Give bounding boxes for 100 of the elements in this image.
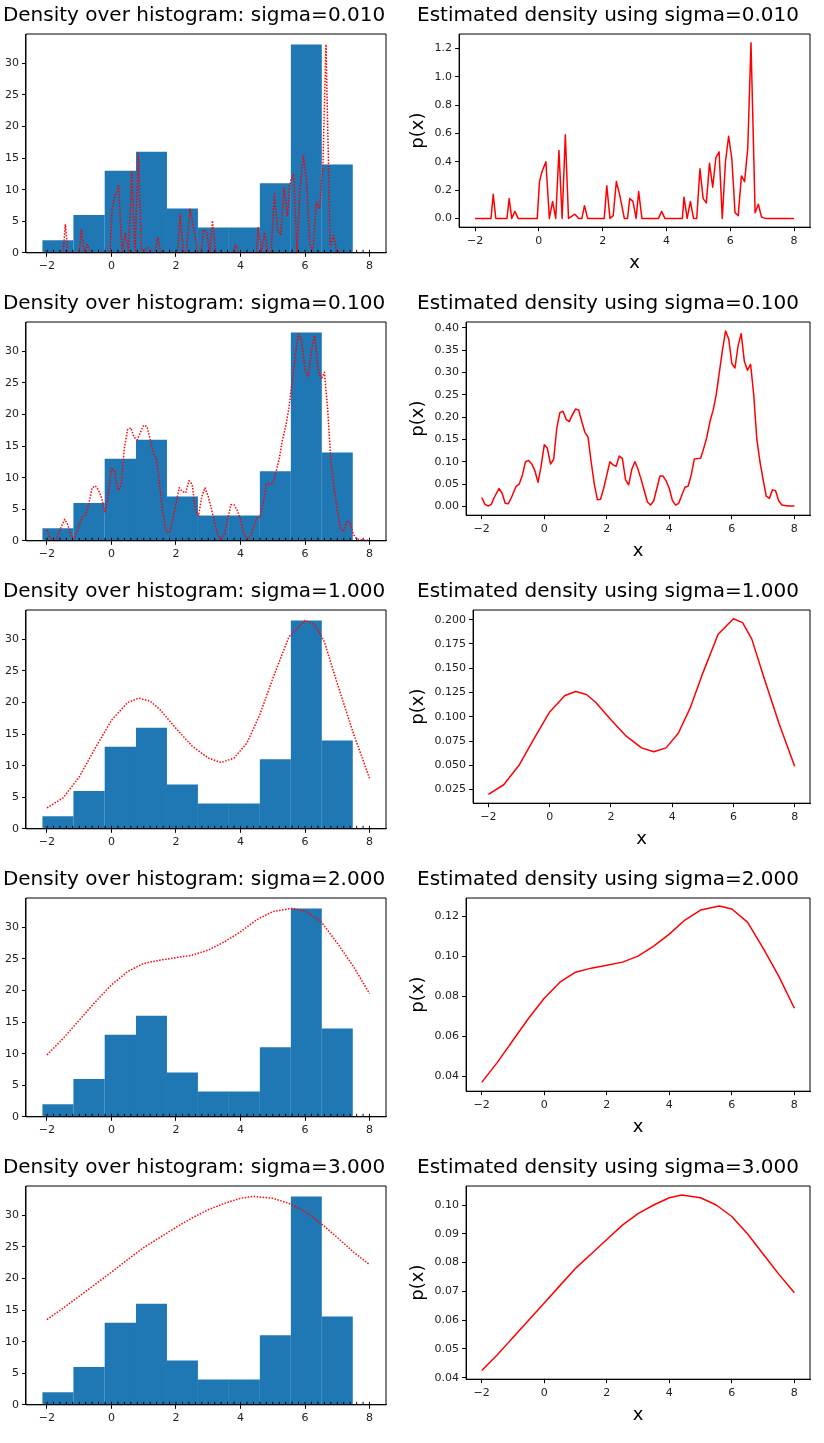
y-tick-label: 0.4 xyxy=(434,154,453,168)
y-tick-label: 25 xyxy=(5,663,19,677)
y-tick-label: 20 xyxy=(5,983,19,997)
chart-title: Estimated density using sigma=0.010 xyxy=(417,2,799,27)
x-tick-label: 2 xyxy=(603,1097,611,1111)
y-tick-label: 30 xyxy=(5,344,19,358)
x-tick-label: 4 xyxy=(237,835,245,849)
y-tick-label: 0 xyxy=(12,533,19,547)
y-tick-label: 0.100 xyxy=(434,709,467,723)
y-tick-label: 0.25 xyxy=(434,387,460,401)
chart-title: Density over histogram: sigma=3.000 xyxy=(2,1154,386,1179)
x-tick-label: −2 xyxy=(473,1385,490,1399)
chart-title: Estimated density using sigma=2.000 xyxy=(417,866,799,891)
x-tick-label: 4 xyxy=(237,259,245,273)
x-axis-title: x xyxy=(632,1114,644,1136)
y-tick-label: 30 xyxy=(5,632,19,646)
y-axis-title: p(x) xyxy=(406,400,428,437)
x-tick-label: 2 xyxy=(172,547,180,561)
y-tick-label: 0.10 xyxy=(434,1197,460,1211)
x-tick-label: −2 xyxy=(480,809,497,823)
x-tick-label: 2 xyxy=(172,259,180,273)
y-tick-label: 0 xyxy=(12,821,19,835)
chart-title: Estimated density using sigma=0.100 xyxy=(417,290,799,315)
y-tick-label: 0.35 xyxy=(434,342,460,356)
y-tick-label: 30 xyxy=(5,920,19,934)
x-tick-label: 2 xyxy=(607,809,615,823)
y-tick-label: 20 xyxy=(5,407,19,421)
x-tick-label: 8 xyxy=(790,233,798,247)
y-tick-label: 0.05 xyxy=(434,476,460,490)
y-tick-label: 20 xyxy=(5,695,19,709)
x-tick-label: 8 xyxy=(366,1123,374,1137)
y-tick-label: 10 xyxy=(5,1046,19,1060)
y-tick-label: 0.2 xyxy=(434,182,453,196)
x-tick-label: 6 xyxy=(301,835,309,849)
x-tick-label: 8 xyxy=(366,547,374,561)
y-axis-title: p(x) xyxy=(406,1264,428,1301)
x-tick-label: 4 xyxy=(237,547,245,561)
x-tick-label: 8 xyxy=(790,1385,798,1399)
x-tick-label: 2 xyxy=(172,835,180,849)
x-tick-label: −2 xyxy=(38,1123,56,1137)
y-tick-label: 0.12 xyxy=(434,908,460,922)
x-tick-label: 6 xyxy=(301,259,309,273)
x-tick-label: 0 xyxy=(107,1123,115,1137)
y-tick-label: 15 xyxy=(5,1014,19,1028)
y-tick-label: 0.10 xyxy=(434,454,460,468)
x-tick-label: 4 xyxy=(665,521,673,535)
x-tick-label: 2 xyxy=(603,521,611,535)
y-tick-label: 20 xyxy=(5,1271,19,1285)
x-tick-label: −2 xyxy=(38,835,56,849)
x-axis-title: x xyxy=(636,826,648,848)
x-tick-label: 4 xyxy=(662,233,670,247)
y-tick-label: 5 xyxy=(12,1366,19,1380)
x-tick-label: 8 xyxy=(790,521,798,535)
x-tick-label: 0 xyxy=(546,809,554,823)
x-tick-label: 0 xyxy=(540,521,548,535)
y-tick-label: 0.200 xyxy=(434,612,467,626)
y-tick-label: 0.30 xyxy=(434,365,460,379)
y-tick-label: 0.06 xyxy=(434,1313,460,1327)
y-tick-label: 10 xyxy=(5,1334,19,1348)
y-tick-label: 0.20 xyxy=(434,409,460,423)
y-tick-label: 15 xyxy=(5,438,19,452)
x-tick-label: −2 xyxy=(38,547,56,561)
y-tick-label: 0.04 xyxy=(434,1370,460,1384)
y-tick-label: 0.125 xyxy=(434,685,467,699)
y-tick-label: 15 xyxy=(5,1302,19,1316)
y-tick-label: 0.8 xyxy=(434,97,453,111)
chart-title: Density over histogram: sigma=1.000 xyxy=(2,578,386,603)
y-tick-label: 0.175 xyxy=(434,636,467,650)
x-tick-label: 2 xyxy=(172,1123,180,1137)
y-tick-label: 10 xyxy=(5,470,19,484)
y-tick-label: 1.0 xyxy=(434,69,453,83)
y-tick-label: 0.04 xyxy=(434,1069,460,1083)
y-tick-label: 0.10 xyxy=(434,948,460,962)
x-tick-label: 2 xyxy=(603,1385,611,1399)
y-tick-label: 10 xyxy=(5,182,19,196)
y-tick-label: 0.05 xyxy=(434,1341,460,1355)
x-tick-label: 0 xyxy=(540,1097,548,1111)
x-tick-label: 8 xyxy=(791,809,799,823)
y-tick-label: 0.15 xyxy=(434,432,460,446)
x-tick-label: 8 xyxy=(366,835,374,849)
x-axis-title: x xyxy=(629,250,641,272)
x-tick-label: 4 xyxy=(237,1123,245,1137)
x-tick-label: 6 xyxy=(301,547,309,561)
x-tick-label: 2 xyxy=(172,1411,180,1425)
y-tick-label: 5 xyxy=(12,502,19,516)
x-axis-title: x xyxy=(632,1402,644,1424)
y-tick-label: 0 xyxy=(12,1397,19,1411)
chart-title: Estimated density using sigma=1.000 xyxy=(417,578,799,603)
x-tick-label: 4 xyxy=(237,1411,245,1425)
x-tick-label: 6 xyxy=(301,1123,309,1137)
x-tick-label: 0 xyxy=(107,835,115,849)
x-tick-label: 8 xyxy=(790,1097,798,1111)
x-tick-label: −2 xyxy=(38,259,56,273)
x-tick-label: 8 xyxy=(366,1411,374,1425)
y-tick-label: 0 xyxy=(12,245,19,259)
y-tick-label: 0.6 xyxy=(434,126,453,140)
x-tick-label: 6 xyxy=(729,809,737,823)
y-tick-label: 0.050 xyxy=(434,758,467,772)
y-tick-label: 15 xyxy=(5,150,19,164)
chart-title: Density over histogram: sigma=2.000 xyxy=(2,866,386,891)
